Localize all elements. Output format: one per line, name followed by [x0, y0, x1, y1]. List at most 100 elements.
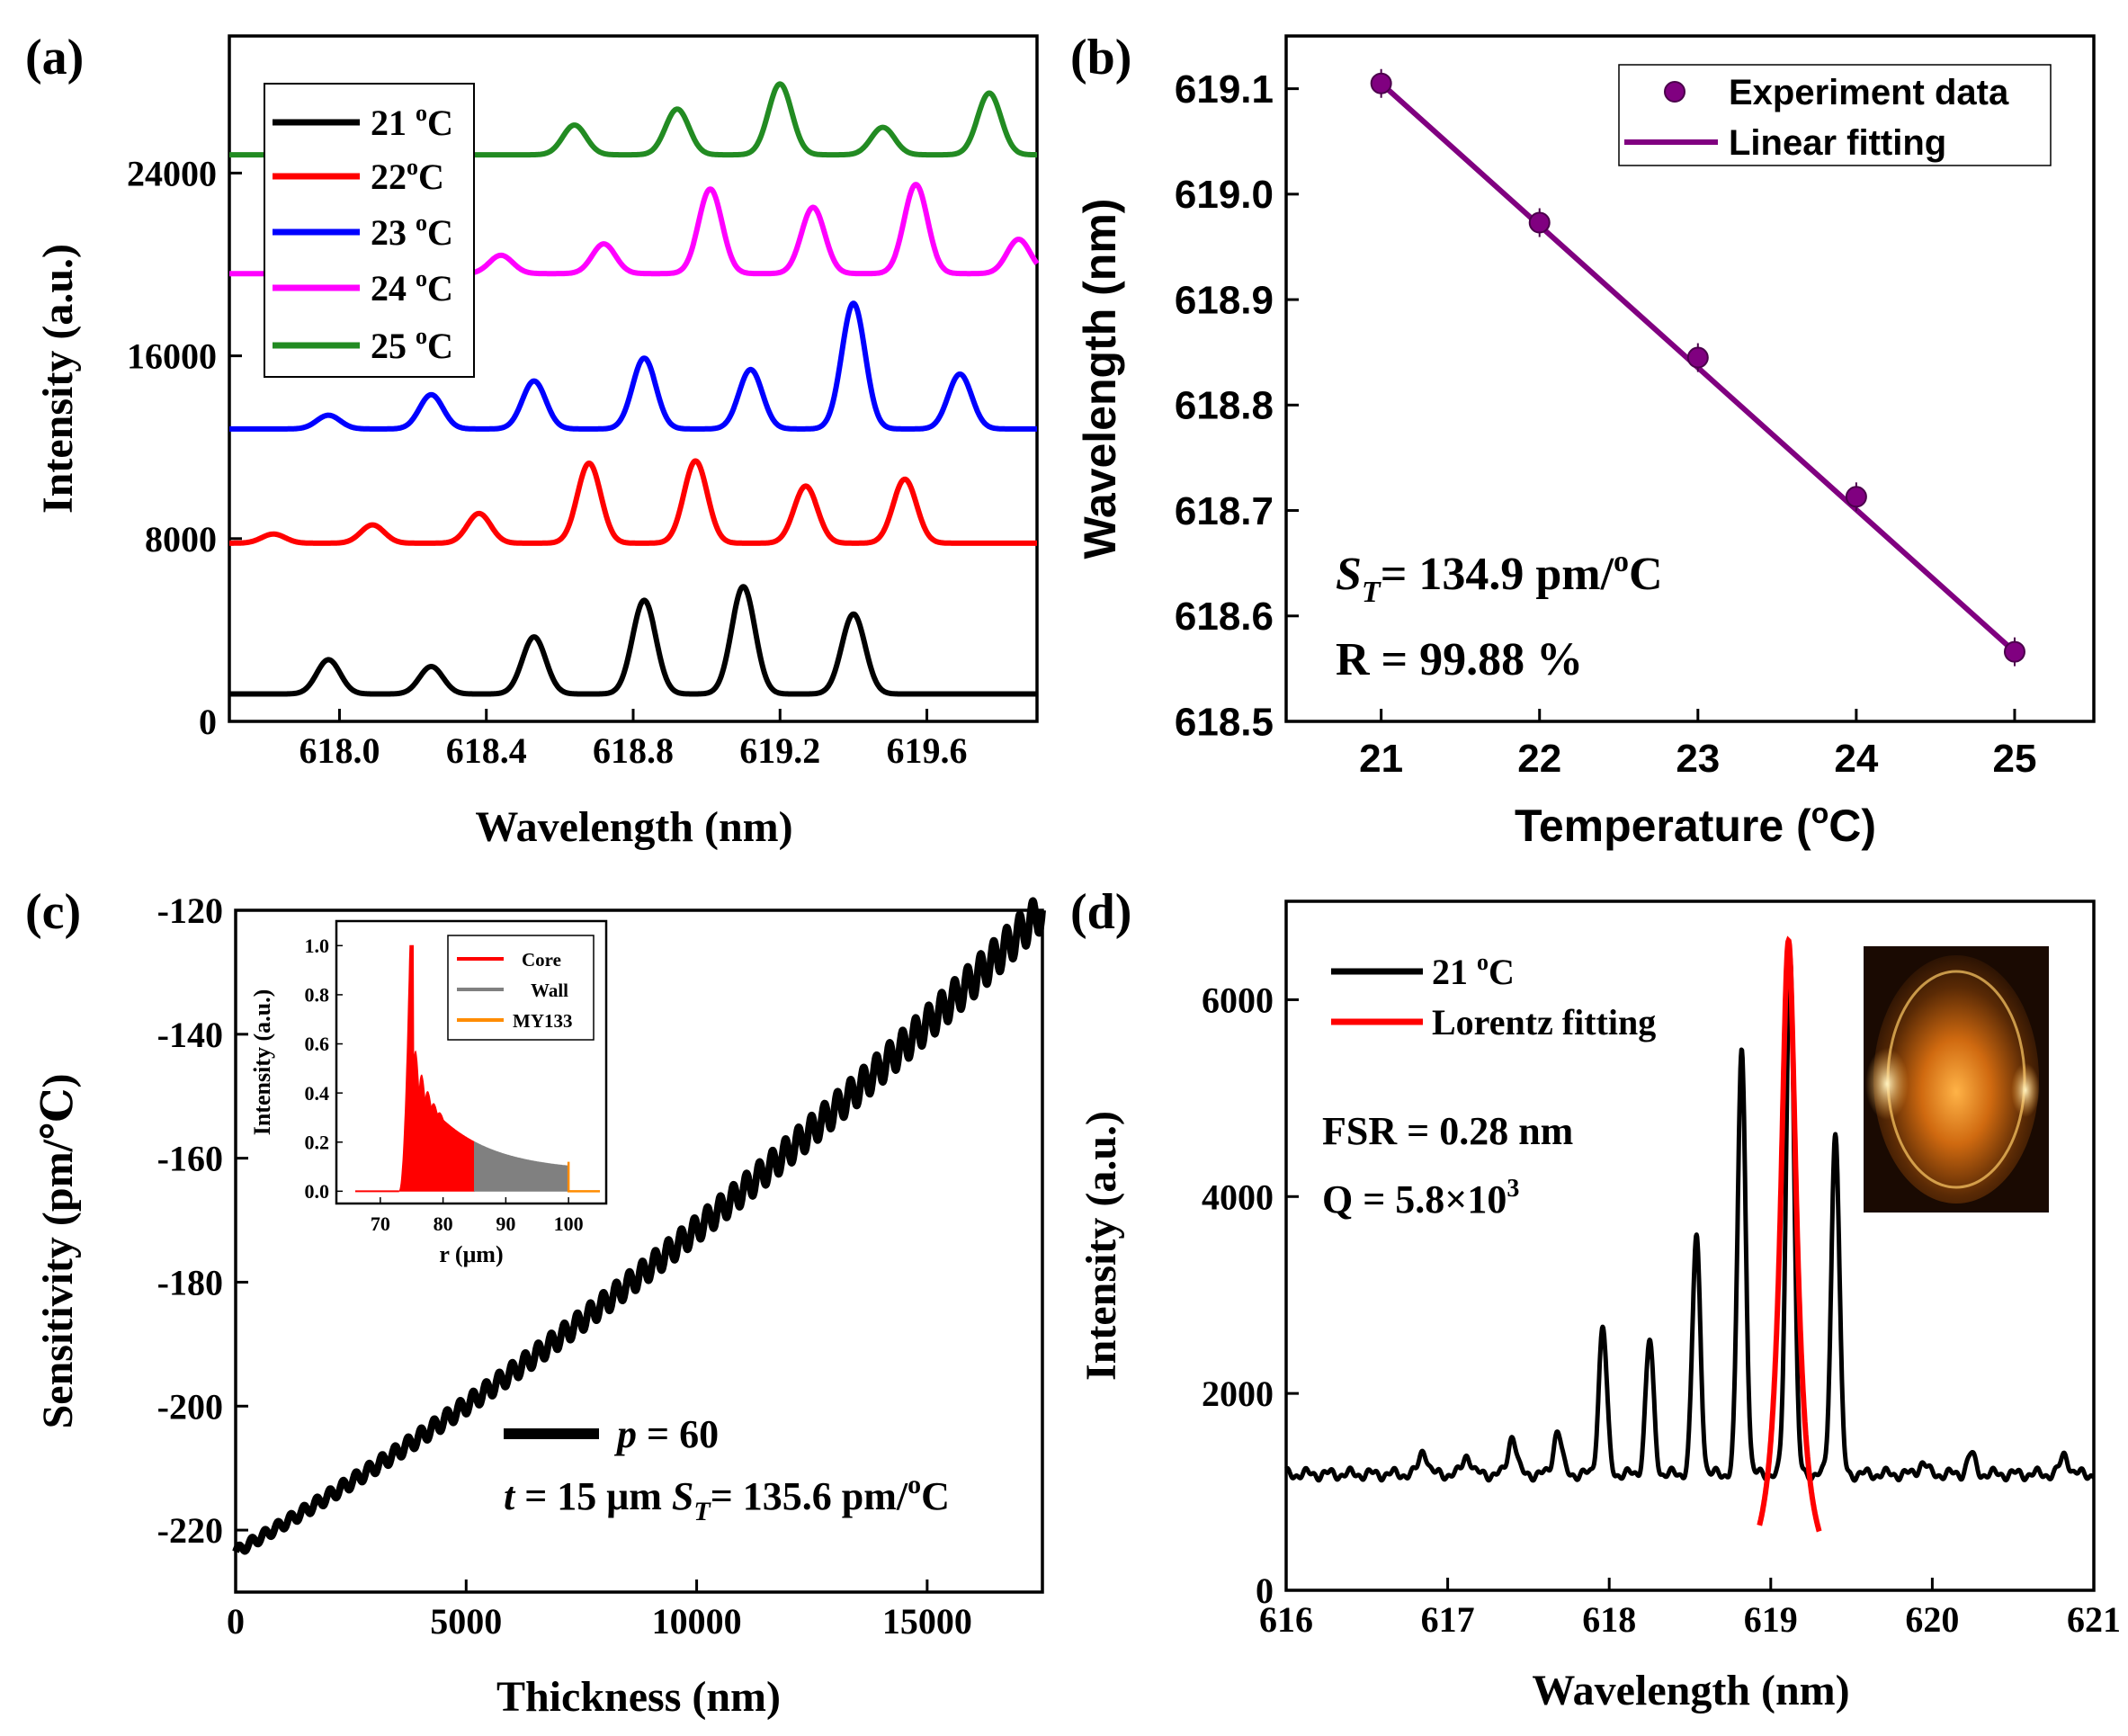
- panel-a-ylabel: Intensity (a.u.): [34, 244, 82, 514]
- x-tick-label: 90: [496, 1213, 515, 1235]
- y-tick-label: 0.0: [305, 1180, 330, 1203]
- legend-d-label-data: 21 oC: [1432, 949, 1515, 992]
- x-tick-label: 0: [227, 1601, 245, 1642]
- resonator-micrograph: [1864, 946, 2049, 1213]
- panel-b-ylabel: Wavelength (nm): [1075, 199, 1125, 559]
- panel-c-ylabel: Sensitivity (pm/℃): [34, 1074, 82, 1429]
- data-point: [1370, 72, 1392, 94]
- panel-a: (a) 618.0 618.4 618.8 619.2 619.6 0 8000 16000 2…: [25, 30, 1040, 851]
- panel-d-ylabel: Intensity (a.u.): [1077, 1111, 1125, 1381]
- y-tick-label: -180: [157, 1262, 223, 1302]
- y-tick-label: -120: [157, 890, 223, 931]
- panel-a-legend: 21 oC 22oC 23 oC 24 oC 25 oC: [264, 83, 475, 378]
- legend-a-label-21: 21 oC: [371, 100, 453, 143]
- y-tick-label: 618.8: [1175, 384, 1274, 428]
- legend-b-marker: [1664, 81, 1685, 103]
- panel-b-xlabel: Temperature (oC): [1515, 797, 1876, 851]
- panel-b-label: (b): [1070, 30, 1131, 85]
- x-tick-label: 618.8: [593, 730, 674, 771]
- y-tick-label: 618.6: [1175, 595, 1274, 639]
- y-tick-label: 618.7: [1175, 489, 1274, 533]
- panel-a-ticks: 618.0 618.4 618.8 619.2 619.6 0 8000 16000 24000: [127, 153, 968, 771]
- x-tick-label: 15000: [882, 1601, 972, 1642]
- y-tick-label: 618.5: [1175, 700, 1274, 744]
- inset-wall-area: [474, 1141, 569, 1192]
- inset-frame: [335, 919, 608, 1205]
- inset-my133-line: [567, 1161, 601, 1193]
- panel-d-ticks: 616 617 618 619 620 621 0 2000 4000 6000: [1202, 980, 2121, 1640]
- panel-a-label: (a): [25, 30, 84, 85]
- x-tick-label: 21: [1359, 737, 1403, 781]
- panel-c-ticks: 0 5000 10000 15000 -220 -200 -180 -160 -140 -120: [157, 890, 972, 1642]
- x-tick-label: 620: [1905, 1599, 1959, 1640]
- panel-d-legend: 21 oC Lorentz fitting: [1331, 949, 1656, 1042]
- y-tick-label: 618.9: [1175, 278, 1274, 322]
- data-point: [1845, 486, 1867, 508]
- inset-ylabel: Intensity (a.u.): [249, 989, 275, 1136]
- x-tick-label: 100: [554, 1213, 584, 1235]
- y-tick-label: 619.0: [1175, 173, 1274, 217]
- inset-legend-label-my133: MY133: [513, 1010, 573, 1032]
- panel-d-plot: [1284, 935, 2096, 1533]
- inset-legend-label-wall: Wall: [531, 980, 568, 1001]
- inset-plot: [354, 944, 601, 1193]
- x-tick-label: 23: [1676, 737, 1720, 781]
- legend-a-label-22: 22oC: [371, 154, 444, 197]
- panel-d-frame: [1284, 899, 2096, 1592]
- micrograph-ring: [1873, 955, 2039, 1204]
- panel-b-legend: Experiment data Linear fitting: [1618, 64, 2052, 166]
- x-tick-label: 618.4: [446, 730, 527, 771]
- y-tick-label: 16000: [127, 336, 217, 377]
- panel-c-inset: 70 80 90 100 0.0 0.2 0.4 0.6 0.8 1.0 r (μm) Inten…: [249, 919, 608, 1267]
- x-tick-label: 617: [1421, 1599, 1475, 1640]
- x-tick-label: 70: [371, 1213, 390, 1235]
- y-tick-label: 0: [199, 702, 217, 742]
- y-tick-label: -160: [157, 1139, 223, 1179]
- panel-c-xlabel: Thickness (nm): [496, 1673, 781, 1721]
- inset-xlabel: r (μm): [439, 1241, 503, 1267]
- legend-a-label-24: 24 oC: [371, 265, 453, 309]
- panel-c: (c) 0 5000 10000 15000 -220 -200 -180 -160 -140 -…: [25, 884, 1046, 1721]
- data-point: [1528, 211, 1551, 234]
- x-tick-label: 619.2: [739, 730, 820, 771]
- panel-c-label: (c): [25, 884, 81, 940]
- micrograph-hotspot-right: [2011, 1063, 2040, 1117]
- x-tick-label: 619: [1744, 1599, 1798, 1640]
- panel-b-annotation-r: R = 99.88 %: [1336, 634, 1583, 685]
- x-tick-label: 618: [1582, 1599, 1636, 1640]
- x-tick-label: 616: [1259, 1599, 1313, 1640]
- y-tick-label: -200: [157, 1386, 223, 1427]
- inset-core-area: [398, 944, 475, 1192]
- inset-ticks: 70 80 90 100 0.0 0.2 0.4 0.6 0.8 1.0: [305, 935, 584, 1235]
- series-line-22: [228, 458, 1039, 546]
- x-tick-label: 10000: [652, 1601, 742, 1642]
- panel-b-plot: [1370, 68, 2025, 667]
- y-tick-label: 24000: [127, 153, 217, 193]
- panel-b: (b) 21 22 23 24 25 618.5 618.6 618.7 618.8 618.9 6…: [1070, 30, 2096, 851]
- y-tick-label: 619.1: [1175, 67, 1274, 112]
- panel-c-plot: [232, 897, 1046, 1555]
- y-tick-label: 8000: [145, 519, 217, 559]
- y-tick-label: 0.8: [305, 984, 330, 1007]
- y-tick-label: -220: [157, 1510, 223, 1551]
- y-tick-label: 2000: [1202, 1374, 1274, 1414]
- x-tick-label: 621: [2067, 1599, 2121, 1640]
- inset-legend-label-core: Core: [522, 949, 561, 971]
- y-tick-label: 0: [1256, 1570, 1274, 1611]
- data-point: [1686, 346, 1709, 369]
- legend-a-label-23: 23 oC: [371, 210, 453, 253]
- x-tick-label: 22: [1517, 737, 1561, 781]
- panel-d-label: (d): [1070, 884, 1131, 940]
- panel-d: (d) 616 617 618 619 620 621 0 2000 4000 6000 Wave…: [1070, 884, 2121, 1714]
- x-tick-label: 80: [434, 1213, 453, 1235]
- y-tick-label: -140: [157, 1015, 223, 1055]
- panel-b-ticks: 21 22 23 24 25 618.5 618.6 618.7 618.8 618.9 619.0…: [1175, 67, 2037, 781]
- series-line-23: [228, 300, 1039, 432]
- series-line-21: [228, 584, 1039, 697]
- legend-c-label: p = 60: [613, 1412, 719, 1456]
- x-tick-label: 618.0: [299, 730, 380, 771]
- panel-d-xlabel: Wavelength (nm): [1532, 1667, 1849, 1714]
- panel-b-annotation-st: ST= 134.9 pm/oC: [1336, 545, 1663, 609]
- x-tick-label: 25: [1992, 737, 2036, 781]
